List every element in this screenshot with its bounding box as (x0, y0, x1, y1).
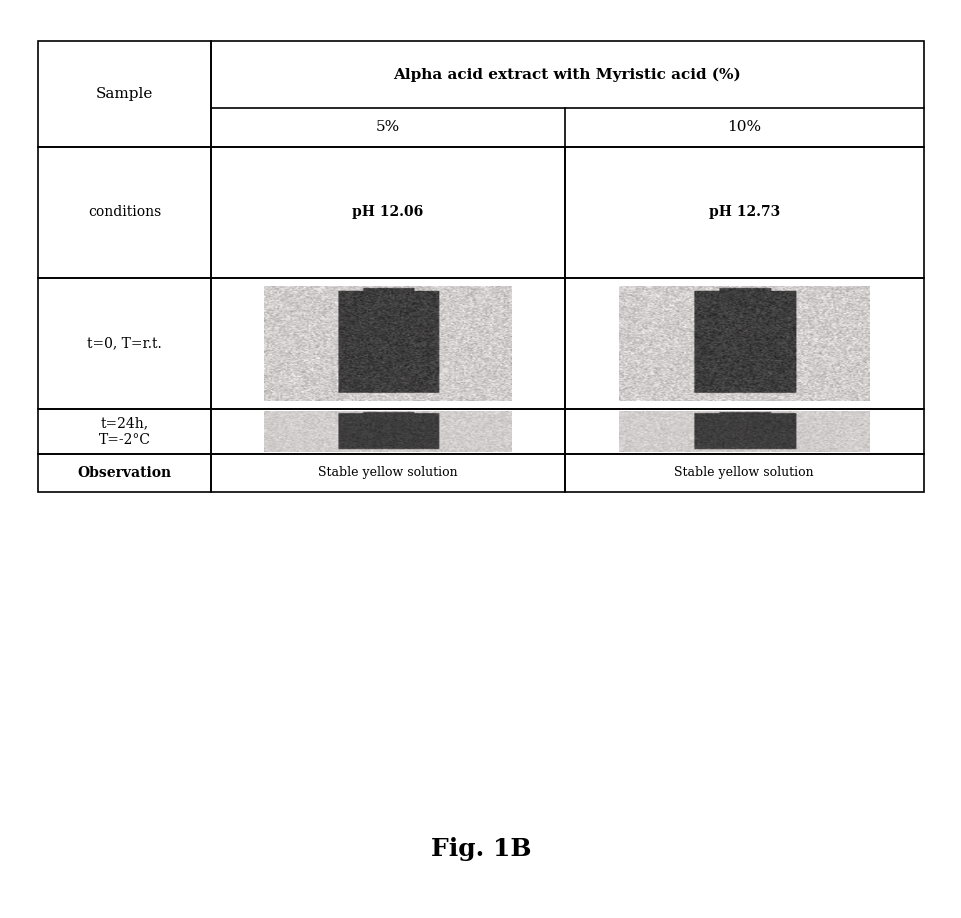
Text: t=0, T=r.t.: t=0, T=r.t. (87, 336, 162, 350)
Text: pH 12.73: pH 12.73 (708, 206, 779, 219)
Text: Observation: Observation (78, 466, 172, 480)
Text: 5%: 5% (376, 120, 400, 134)
Bar (210, 147, 564, 277)
Text: conditions: conditions (88, 206, 161, 219)
Bar (38, 277, 210, 409)
Text: pH 12.06: pH 12.06 (352, 206, 423, 219)
Text: Fig. 1B: Fig. 1B (431, 837, 530, 861)
Text: Sample: Sample (96, 87, 154, 101)
Bar (564, 277, 923, 409)
Bar (564, 454, 923, 492)
Bar (564, 409, 923, 454)
Bar (38, 409, 210, 454)
Bar (38, 454, 210, 492)
Bar (564, 147, 923, 277)
Bar (38, 41, 210, 147)
Text: Stable yellow solution: Stable yellow solution (318, 466, 457, 479)
Text: Stable yellow solution: Stable yellow solution (674, 466, 813, 479)
Text: 10%: 10% (727, 120, 760, 134)
Bar (38, 147, 210, 277)
Bar (210, 277, 564, 409)
Bar (210, 409, 564, 454)
Text: t=24h,
T=-2°C: t=24h, T=-2°C (99, 417, 151, 446)
Bar (210, 454, 564, 492)
Text: Alpha acid extract with Myristic acid (%): Alpha acid extract with Myristic acid (%… (393, 67, 740, 82)
Bar (210, 41, 923, 147)
